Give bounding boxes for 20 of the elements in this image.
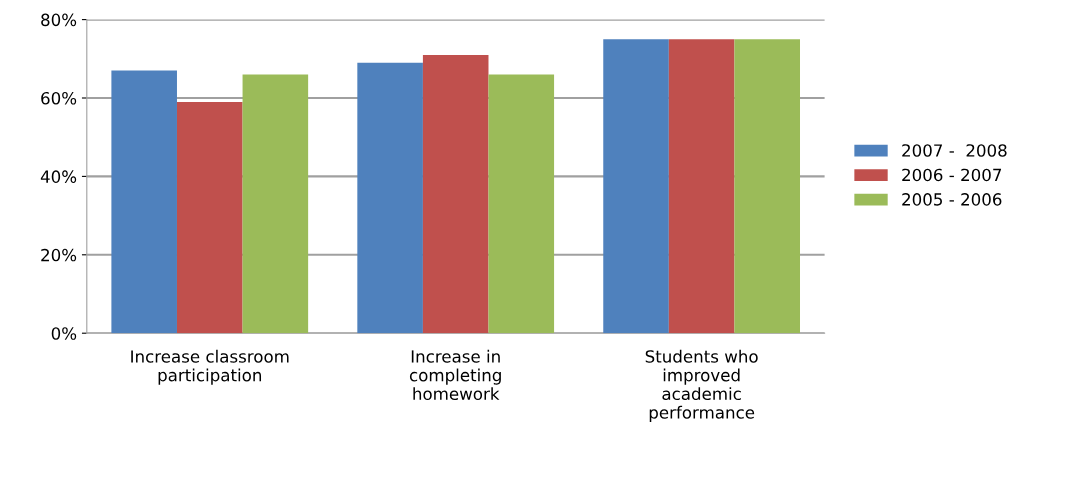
x-tick-label: Increase classroom participation bbox=[131, 349, 289, 385]
bar bbox=[111, 70, 177, 334]
legend-label: 2005 - 2006 bbox=[902, 193, 1002, 206]
y-tick-label: 40% bbox=[40, 170, 77, 183]
bar bbox=[242, 74, 309, 334]
bar bbox=[176, 101, 243, 334]
bar bbox=[357, 62, 423, 334]
y-tick-label: 0% bbox=[51, 327, 77, 340]
bar bbox=[488, 74, 555, 334]
bar bbox=[422, 54, 489, 334]
y-tick-label: 60% bbox=[41, 91, 77, 105]
bar bbox=[734, 39, 801, 334]
bar bbox=[603, 39, 669, 334]
x-tick-label: Students who improved academic performance bbox=[645, 349, 758, 422]
legend-label: 2007 - 2008 bbox=[902, 144, 1007, 157]
bar bbox=[668, 39, 735, 334]
x-tick-label: Increase in completing homework bbox=[409, 349, 501, 401]
y-tick-label: 80% bbox=[41, 13, 77, 27]
y-tick-label: 20% bbox=[41, 248, 77, 262]
legend-label: 2006 - 2007 bbox=[902, 168, 1002, 182]
